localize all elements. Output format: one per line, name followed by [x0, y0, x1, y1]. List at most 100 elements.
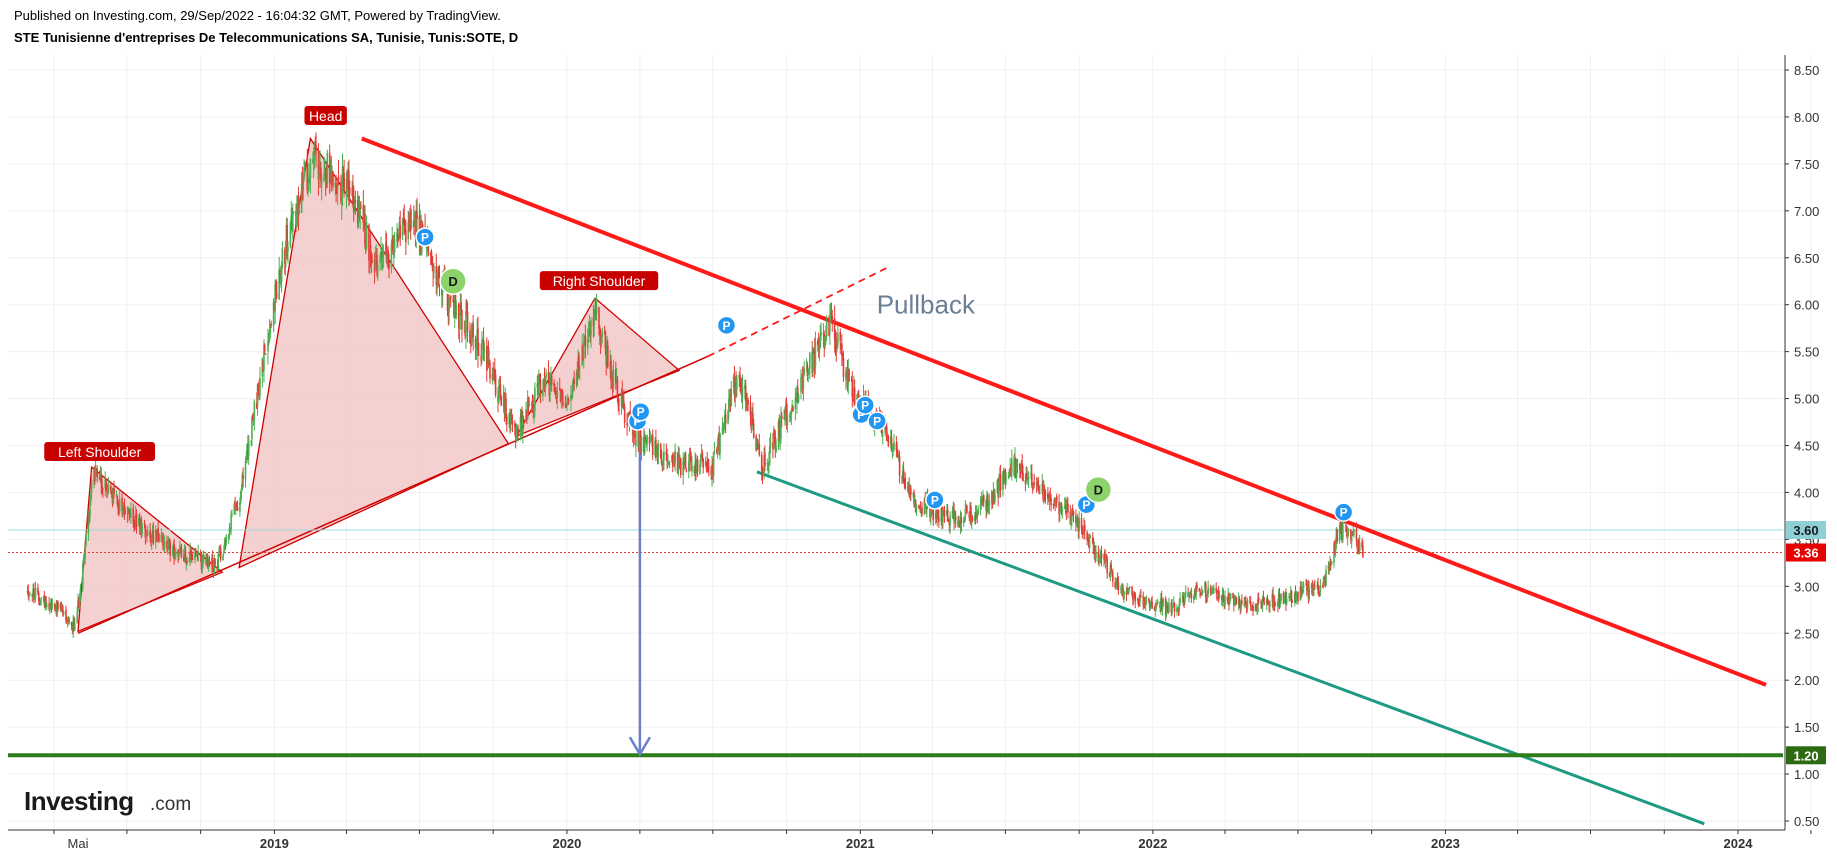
candle-body — [1011, 458, 1013, 473]
split-marker — [630, 401, 651, 422]
candle-body — [897, 452, 899, 457]
candle-body — [168, 540, 171, 543]
candle-body — [592, 317, 595, 327]
candle-body — [465, 312, 468, 314]
candle-body — [930, 512, 933, 515]
candle-body — [45, 596, 47, 608]
candle-body — [639, 430, 641, 442]
candle-body — [710, 467, 713, 476]
candle-body — [169, 542, 171, 556]
candle-body — [449, 296, 452, 299]
x-tick-label: 2020 — [552, 836, 581, 851]
candle-body — [386, 253, 389, 265]
candle-body — [1223, 598, 1226, 606]
candle-body — [154, 530, 157, 542]
candle-body — [1216, 591, 1219, 599]
candle-body — [158, 534, 160, 542]
candle-body — [1239, 608, 1242, 610]
candle-body — [90, 480, 93, 494]
candle-body — [94, 471, 96, 477]
candle-body — [1300, 586, 1302, 595]
candle-body — [1216, 592, 1218, 600]
candle-body — [156, 529, 159, 535]
candle-body — [571, 383, 574, 397]
candle-body — [566, 403, 568, 406]
candle-body — [951, 510, 954, 518]
candle-body — [186, 560, 188, 563]
candle-body — [1352, 533, 1355, 536]
candle-body — [650, 438, 652, 440]
candle-body — [1160, 598, 1162, 610]
candle-body — [1334, 544, 1337, 551]
pattern-label-head: Head — [309, 108, 342, 124]
candle-body — [124, 511, 127, 513]
candle-body — [1166, 606, 1169, 609]
candle-body — [157, 528, 159, 534]
candle-body — [988, 501, 991, 507]
candle-body — [805, 366, 808, 368]
candle-body — [588, 326, 591, 328]
candle-body — [78, 600, 80, 608]
candle-body — [1131, 587, 1133, 595]
candle-body — [318, 170, 321, 179]
candle-body — [261, 358, 264, 377]
candle-body — [544, 376, 547, 388]
candle-body — [755, 435, 757, 451]
candle-body — [1299, 587, 1302, 601]
candle-body — [469, 341, 472, 345]
candle-body — [60, 602, 62, 610]
candle-body — [554, 386, 556, 390]
candle-body — [42, 596, 45, 599]
candle-body — [1179, 598, 1181, 603]
candle-body — [1019, 468, 1022, 473]
candle-body — [1233, 600, 1236, 606]
candle-body — [65, 619, 68, 623]
candle-body — [396, 232, 398, 241]
candle-body — [809, 353, 811, 369]
candle-body — [780, 416, 782, 439]
candle-body — [166, 540, 168, 550]
candle-body — [578, 366, 581, 369]
candle-body — [530, 403, 533, 405]
candle-body — [308, 177, 311, 180]
candle-body — [1055, 497, 1057, 505]
candle-body — [115, 494, 118, 496]
candle-body — [964, 508, 967, 518]
candle-body — [301, 182, 304, 191]
candle-body — [485, 346, 488, 371]
candle-body — [1080, 518, 1083, 529]
candle-body — [379, 255, 381, 264]
candle-body — [1077, 517, 1080, 532]
candle-body — [55, 604, 58, 615]
candle-body — [1162, 599, 1165, 606]
candle-body — [1325, 569, 1327, 586]
candle-body — [505, 398, 507, 419]
candle-body — [211, 558, 213, 566]
candle-body — [649, 438, 652, 443]
candle-body — [122, 505, 125, 511]
candle-body — [1132, 592, 1135, 599]
candle-body — [947, 520, 950, 522]
candle-body — [567, 399, 570, 403]
candle-body — [341, 166, 344, 189]
candle-body — [267, 341, 270, 344]
candle-body — [388, 259, 390, 270]
candle-body — [1015, 463, 1018, 478]
candle-body — [1088, 537, 1091, 548]
candle-body — [219, 549, 221, 552]
candle-body — [611, 378, 613, 381]
candle-body — [1327, 565, 1330, 569]
candle-body — [1155, 602, 1157, 610]
candle-body — [1144, 600, 1147, 605]
candle-body — [634, 430, 636, 445]
candle-body — [584, 335, 587, 347]
candle-body — [345, 178, 348, 195]
candle-body — [486, 348, 489, 368]
candle-body — [1341, 522, 1343, 541]
candle-body — [611, 376, 614, 388]
price-tag — [1786, 746, 1826, 765]
candle-body — [197, 551, 200, 555]
candle-body — [141, 525, 143, 534]
candle-body — [1089, 535, 1092, 538]
